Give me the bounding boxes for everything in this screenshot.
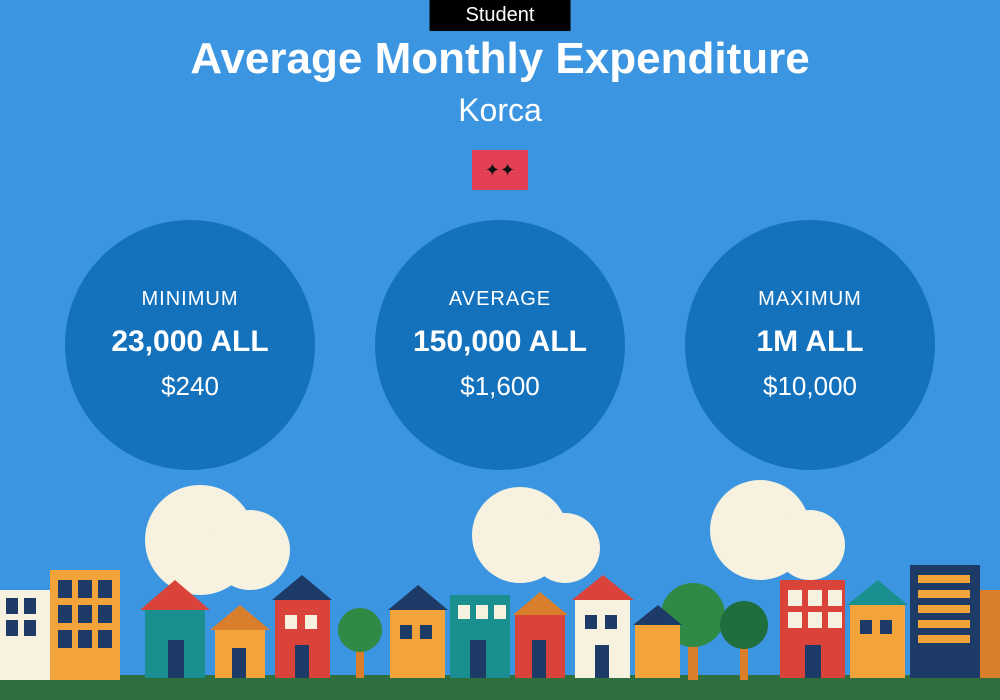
- albania-eagle-icon: ✦✦: [485, 161, 515, 179]
- page-subtitle: Korca: [0, 92, 1000, 129]
- stat-primary: 1M ALL: [756, 325, 863, 359]
- cityscape-svg: [0, 480, 1000, 700]
- stat-maximum: MAXIMUM 1M ALL $10,000: [685, 220, 935, 470]
- stat-primary: 23,000 ALL: [111, 325, 268, 359]
- stat-label: AVERAGE: [449, 288, 551, 311]
- country-flag: ✦✦: [472, 150, 528, 190]
- stat-label: MAXIMUM: [758, 288, 862, 311]
- cityscape-illustration: [0, 480, 1000, 700]
- stat-secondary: $10,000: [763, 371, 857, 402]
- stats-row: MINIMUM 23,000 ALL $240 AVERAGE 150,000 …: [0, 220, 1000, 470]
- stat-average: AVERAGE 150,000 ALL $1,600: [375, 220, 625, 470]
- stat-secondary: $1,600: [460, 371, 540, 402]
- page-title: Average Monthly Expenditure: [0, 34, 1000, 84]
- category-badge: Student: [430, 0, 571, 31]
- stat-secondary: $240: [161, 371, 219, 402]
- stat-primary: 150,000 ALL: [413, 325, 587, 359]
- stat-label: MINIMUM: [142, 288, 239, 311]
- stat-minimum: MINIMUM 23,000 ALL $240: [65, 220, 315, 470]
- category-badge-text: Student: [466, 4, 535, 26]
